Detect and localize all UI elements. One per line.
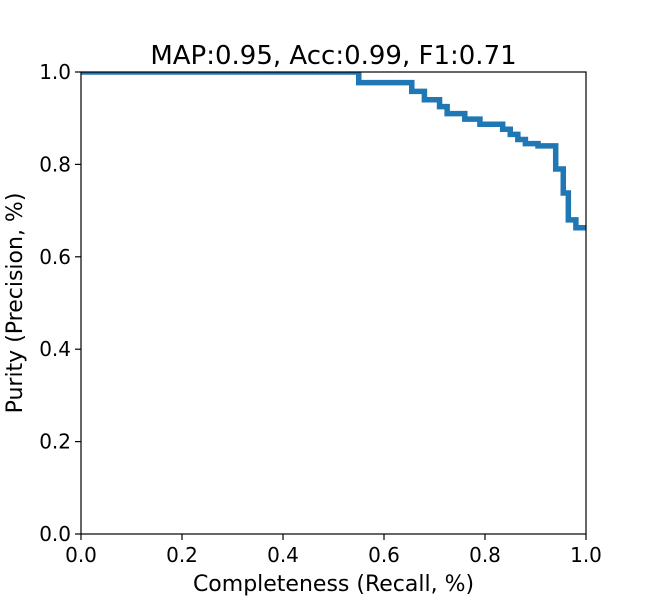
y-tick-label: 0.6 bbox=[39, 245, 71, 269]
pr-curve-line bbox=[81, 72, 586, 231]
y-tick-label: 1.0 bbox=[39, 60, 71, 84]
y-tick-label: 0.0 bbox=[39, 522, 71, 546]
x-tick-label: 0.0 bbox=[65, 543, 97, 567]
x-tick-label: 0.2 bbox=[166, 543, 198, 567]
y-tick-label: 0.4 bbox=[39, 337, 71, 361]
y-tick-label: 0.8 bbox=[39, 152, 71, 176]
x-tick-label: 0.8 bbox=[469, 543, 501, 567]
y-tick-label: 0.2 bbox=[39, 430, 71, 454]
plot-frame bbox=[80, 71, 587, 535]
chart-title: MAP:0.95, Acc:0.99, F1:0.71 bbox=[150, 41, 516, 71]
x-tick-label: 1.0 bbox=[570, 543, 602, 567]
x-axis-label: Completeness (Recall, %) bbox=[193, 572, 474, 597]
x-axis-ticks: 0.0 0.2 0.4 0.6 0.8 1.0 bbox=[65, 534, 602, 567]
y-axis-ticks: 0.0 0.2 0.4 0.6 0.8 1.0 bbox=[39, 60, 81, 546]
x-tick-label: 0.4 bbox=[267, 543, 299, 567]
y-axis-label: Purity (Precision, %) bbox=[3, 193, 28, 414]
x-tick-label: 0.6 bbox=[368, 543, 400, 567]
curve-layer bbox=[81, 72, 586, 231]
